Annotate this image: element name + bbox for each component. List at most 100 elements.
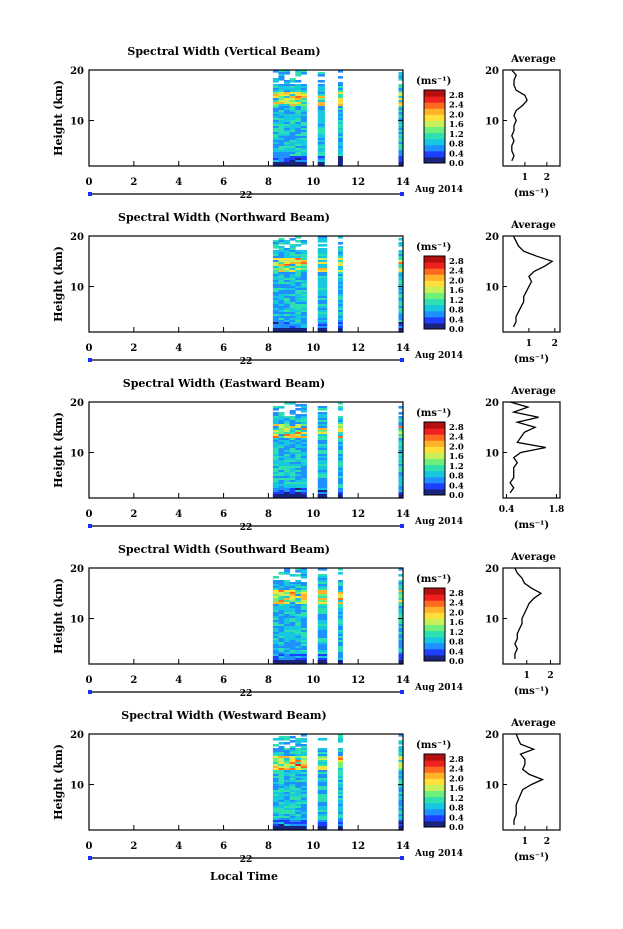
heatmap-cell xyxy=(295,574,302,577)
heatmap-cell xyxy=(272,576,279,579)
heatmap-cell xyxy=(289,128,296,131)
heatmap-cell xyxy=(317,826,327,830)
heatmap-cell xyxy=(338,630,343,633)
heatmap-cell xyxy=(272,814,279,817)
heatmap-cell xyxy=(289,138,296,141)
heatmap-cell xyxy=(300,120,307,123)
heatmap-cell xyxy=(278,444,285,447)
heatmap-cell xyxy=(278,314,285,317)
heatmap-cell xyxy=(278,738,285,741)
heatmap-cell xyxy=(272,464,279,467)
heatmap-cell xyxy=(300,108,307,111)
heatmap-cell xyxy=(398,126,404,129)
heatmap-cell xyxy=(289,596,296,599)
heatmap-cell xyxy=(317,416,328,419)
heatmap-cell xyxy=(338,324,343,327)
heatmap-cell xyxy=(398,440,404,443)
heatmap-cell xyxy=(278,86,285,89)
heatmap-cell xyxy=(398,482,404,485)
heatmap-cell xyxy=(284,252,291,255)
heatmap-cell xyxy=(300,656,307,659)
heatmap-cell xyxy=(300,434,307,437)
heatmap-cell xyxy=(272,602,279,605)
heatmap-cell xyxy=(300,748,307,751)
heatmap-cell xyxy=(278,446,285,449)
heatmap-cell xyxy=(295,762,302,765)
heatmap-cell xyxy=(300,152,307,155)
colorbar: 2.82.42.01.61.20.80.40.0 xyxy=(423,587,464,667)
heatmap-cell xyxy=(398,128,404,131)
heatmap-cell xyxy=(338,622,343,625)
colorbar-tick-label: 1.6 xyxy=(449,120,464,130)
heatmap-cells xyxy=(272,734,404,831)
heatmap-cell xyxy=(338,140,343,143)
y-axis-label: Height (km) xyxy=(52,246,65,322)
heatmap-cell xyxy=(398,92,404,95)
heatmap-cell xyxy=(317,634,328,637)
average-profile-line xyxy=(513,733,545,825)
heatmap-cell xyxy=(398,242,404,245)
heatmap-cell xyxy=(338,130,343,133)
heatmap-cell xyxy=(317,784,328,787)
colorbar-tick-label: 1.2 xyxy=(449,130,464,140)
heatmap-cell xyxy=(300,270,307,273)
heatmap-cell xyxy=(272,796,279,799)
heatmap-cell xyxy=(338,292,343,295)
heatmap-cell xyxy=(317,454,328,457)
heatmap-cell xyxy=(398,652,404,655)
heatmap-cell xyxy=(272,452,279,455)
heatmap-cell xyxy=(338,458,343,461)
x-tick-label: 2 xyxy=(130,841,137,852)
heatmap-cell xyxy=(338,256,343,259)
heatmap-cell xyxy=(284,652,291,655)
heatmap-cell xyxy=(300,90,307,93)
colorbar-swatch xyxy=(424,452,445,459)
heatmap-cell xyxy=(338,252,343,255)
heatmap-cell xyxy=(300,808,307,811)
colorbar-tick-label: 2.8 xyxy=(449,589,464,599)
heatmap-cell xyxy=(272,816,279,819)
heatmap-cell xyxy=(295,86,302,89)
heatmap-cell xyxy=(278,308,285,311)
heatmap-cell xyxy=(398,144,404,147)
heatmap-cell xyxy=(289,276,296,279)
heatmap-cell xyxy=(398,430,404,433)
heatmap-cell xyxy=(284,600,291,603)
y-tick-label: 10 xyxy=(70,449,84,460)
heatmap-cell xyxy=(295,474,302,477)
heatmap-cell xyxy=(284,608,291,611)
heatmap-cell xyxy=(338,474,343,477)
panel-title: Spectral Width (Eastward Beam) xyxy=(123,377,325,390)
heatmap-cell xyxy=(300,814,307,817)
colorbar-swatch xyxy=(424,648,445,656)
heatmap-cell xyxy=(300,430,307,433)
heatmap-cell xyxy=(289,286,296,289)
heatmap-cell xyxy=(338,754,343,757)
heatmap-cell xyxy=(289,636,296,639)
heatmap-cell xyxy=(338,628,343,631)
heatmap-cell xyxy=(317,160,325,163)
heatmap-cell xyxy=(338,434,343,437)
heatmap-cell xyxy=(278,490,285,493)
heatmap-cell xyxy=(278,450,285,453)
heatmap-cell xyxy=(398,748,404,751)
heatmap-cell xyxy=(289,160,296,163)
heatmap-cell xyxy=(272,104,279,107)
heatmap-cell xyxy=(300,126,307,129)
heatmap-cell xyxy=(272,600,279,603)
heatmap-cell xyxy=(284,420,291,423)
heatmap-cell xyxy=(295,442,302,445)
heatmap-cell xyxy=(289,266,296,269)
heatmap-cell xyxy=(317,606,328,609)
heatmap-cell xyxy=(284,152,291,155)
heatmap-cell xyxy=(272,258,279,261)
heatmap-cell xyxy=(338,658,343,661)
heatmap-cell xyxy=(300,776,307,779)
heatmap-cell xyxy=(317,122,325,125)
panel-4: Spectral Width (Westward Beam)2010Height… xyxy=(52,709,561,865)
heatmap-cell xyxy=(289,78,296,81)
heatmap-cell xyxy=(338,104,343,107)
heatmap-cell xyxy=(272,314,279,317)
heatmap-cell xyxy=(278,622,285,625)
heatmap-cell xyxy=(284,818,291,821)
